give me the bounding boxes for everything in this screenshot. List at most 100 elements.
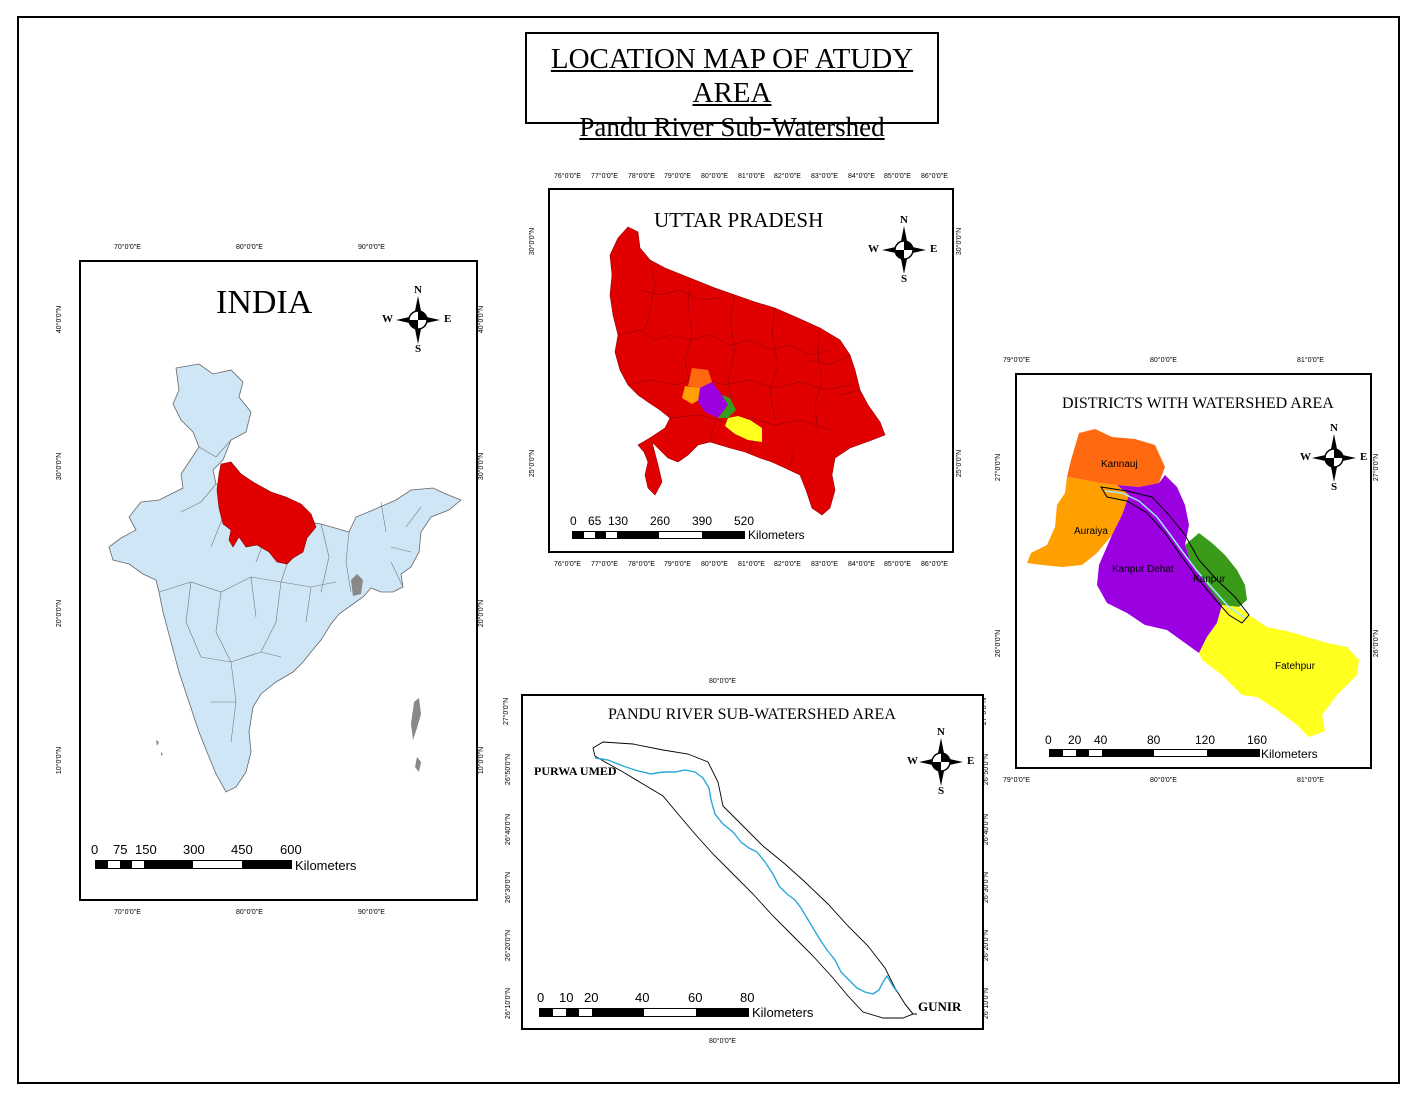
up-lon-top-77: 77°0'0"E	[591, 173, 618, 180]
ws-lat-2620-left: 26°20'0"N	[505, 929, 513, 962]
dist-scale-tick-120: 120	[1195, 733, 1216, 747]
up-lon-bottom-84: 84°0'0"E	[848, 561, 875, 568]
kanpur-district	[1185, 533, 1247, 607]
districts-north-arrow: N S W E	[1298, 422, 1368, 493]
districts-scale-bar: 0 20 40 80 120 160 Kilometers	[1045, 733, 1345, 765]
india-scale-tick-150: 150	[135, 842, 157, 857]
ws-lat-2610-left: 26°10'0"N	[505, 987, 513, 1020]
compass-rose-icon	[919, 738, 963, 786]
up-lon-bottom-86: 86°0'0"E	[921, 561, 948, 568]
india-scale-tick-600: 600	[280, 842, 302, 857]
india-lat-10-left: 10°0'0"N	[56, 746, 64, 775]
up-fatehpur-district	[725, 416, 762, 442]
ws-lat-2640-left: 26°40'0"N	[505, 813, 513, 846]
up-district-lines	[617, 259, 861, 469]
dist-lat-26-left: 26°0'0"N	[995, 629, 1003, 658]
india-scale-tick-450: 450	[231, 842, 253, 857]
up-map-shape	[609, 226, 886, 516]
up-lon-top-79: 79°0'0"E	[664, 173, 691, 180]
india-map-title: INDIA	[216, 284, 313, 321]
up-lon-bottom-78: 78°0'0"E	[628, 561, 655, 568]
up-lon-bottom-82: 82°0'0"E	[774, 561, 801, 568]
dist-scale-graphic	[1049, 749, 1260, 757]
up-lon-bottom-85: 85°0'0"E	[884, 561, 911, 568]
up-lon-bottom-83: 83°0'0"E	[811, 561, 838, 568]
ws-scale-tick-20: 20	[584, 990, 599, 1005]
dist-scale-tick-160: 160	[1247, 733, 1268, 747]
map-subtitle: Pandu River Sub-Watershed	[579, 112, 885, 142]
up-lon-top-82: 82°0'0"E	[774, 173, 801, 180]
up-lat-25-left: 25°0'0"N	[529, 449, 537, 478]
compass-s: S	[1331, 481, 1338, 493]
up-kanpur-dehat-district	[698, 382, 728, 418]
india-map-shape	[108, 363, 462, 793]
up-scale-tick-0: 0	[570, 514, 577, 528]
dist-lon-top-79: 79°0'0"E	[1003, 357, 1030, 364]
compass-e: E	[967, 755, 975, 767]
dist-lat-27-right: 27°0'0"N	[1373, 453, 1381, 482]
india-map-panel: INDIA N S W E 0 75 150 300 450 600	[79, 260, 478, 901]
compass-s: S	[938, 785, 945, 797]
up-lon-top-85: 85°0'0"E	[884, 173, 911, 180]
india-top-lon-90: 90°0'0"E	[358, 244, 385, 251]
up-lon-bottom-76: 76°0'0"E	[554, 561, 581, 568]
districts-map-shape	[1027, 429, 1359, 737]
label-fatehpur: Fatehpur	[1275, 661, 1316, 672]
compass-w: W	[1300, 451, 1311, 463]
up-lon-top-78: 78°0'0"E	[628, 173, 655, 180]
india-bottom-lon-90: 90°0'0"E	[358, 909, 385, 916]
up-lon-bottom-81: 81°0'0"E	[738, 561, 765, 568]
compass-rose-icon	[1312, 434, 1356, 482]
compass-w: W	[382, 313, 393, 325]
label-gunir: GUNIR	[918, 999, 962, 1014]
india-scale-tick-300: 300	[183, 842, 205, 857]
map-title: LOCATION MAP OF ATUDY AREA	[550, 43, 914, 109]
up-lat-30-left: 30°0'0"N	[529, 227, 537, 256]
compass-s: S	[415, 343, 422, 355]
pandu-river-district-view	[1104, 490, 1246, 619]
dist-lon-top-81: 81°0'0"E	[1297, 357, 1324, 364]
up-scale-unit: Kilometers	[748, 528, 805, 542]
up-kannauj-district	[688, 368, 712, 388]
uttar-pradesh-highlight	[216, 461, 317, 565]
up-lon-top-86: 86°0'0"E	[921, 173, 948, 180]
ws-lat-27-left: 27°0'0"N	[503, 697, 511, 726]
up-lon-top-81: 81°0'0"E	[738, 173, 765, 180]
map-outer-frame	[17, 16, 1400, 1084]
watershed-outline	[592, 741, 914, 1019]
label-kanpur: Kanpur	[1193, 574, 1226, 585]
compass-w: W	[907, 755, 918, 767]
up-outline	[609, 226, 886, 516]
up-lon-top-76: 76°0'0"E	[554, 173, 581, 180]
india-top-lon-80: 80°0'0"E	[236, 244, 263, 251]
kannauj-district	[1067, 429, 1165, 487]
compass-e: E	[1360, 451, 1368, 463]
up-lon-top-80: 80°0'0"E	[701, 173, 728, 180]
india-bottom-lon-80: 80°0'0"E	[236, 909, 263, 916]
auraiya-district	[1027, 477, 1129, 567]
compass-n: N	[900, 214, 908, 226]
watershed-map-shape	[592, 741, 917, 1019]
ws-scale-tick-60: 60	[688, 990, 703, 1005]
up-map-panel: UTTAR PRADESH N S W E 0 65 130 260 390 5…	[548, 188, 954, 553]
india-bottom-lon-70: 70°0'0"E	[114, 909, 141, 916]
compass-e: E	[444, 313, 452, 325]
ws-lon-bottom: 80°0'0"E	[709, 1038, 736, 1045]
up-lat-25-right: 25°0'0"N	[956, 449, 964, 478]
india-scale-unit: Kilometers	[295, 858, 357, 873]
india-north-arrow: N S W E	[382, 284, 452, 355]
up-lon-top-83: 83°0'0"E	[811, 173, 838, 180]
districts-map-panel: DISTRICTS WITH WATERSHED AREA Kannauj Au…	[1015, 373, 1372, 769]
up-scale-tick-65: 65	[588, 514, 602, 528]
up-kanpur-district	[718, 395, 736, 418]
compass-s: S	[901, 273, 908, 285]
andaman-islands	[411, 698, 421, 772]
up-scale-tick-390: 390	[692, 514, 713, 528]
fatehpur-district	[1199, 605, 1359, 737]
compass-n: N	[1330, 422, 1338, 434]
lakshadweep-islands	[156, 740, 163, 756]
up-auraiya-district	[682, 386, 702, 404]
pandu-river	[594, 757, 898, 995]
watershed-map-title: PANDU RIVER SUB-WATERSHED AREA	[608, 706, 896, 723]
india-lat-30-left: 30°0'0"N	[56, 452, 64, 481]
